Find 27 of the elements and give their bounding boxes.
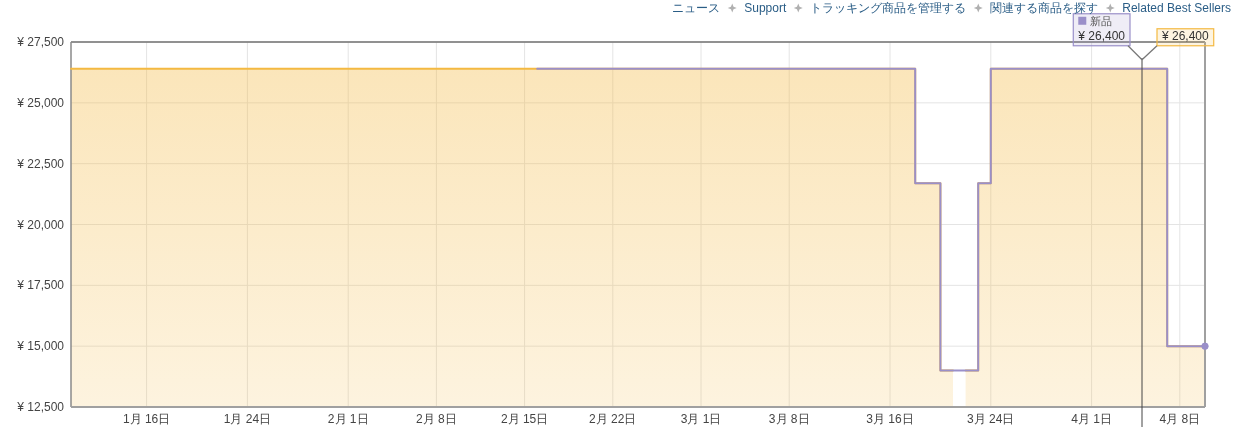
nav-link: 関連する商品を探す: [990, 1, 1099, 15]
x-tick-label: 2月 22日: [589, 412, 637, 426]
y-tick-label: ¥ 20,000: [17, 217, 64, 232]
x-tick-label: 3月 24日: [967, 412, 1015, 426]
y-tick-label: ¥ 25,000: [17, 95, 64, 110]
x-tick-label: 1月 16日: [122, 412, 171, 426]
y-tick-label: ¥ 27,500: [17, 35, 64, 49]
y-tick-label: ¥ 22,500: [17, 156, 64, 171]
x-tick-label: 4月 8日: [1159, 412, 1201, 426]
tooltip-series-name: 新品: [1090, 14, 1113, 27]
x-tick-label: 4月 1日: [1071, 412, 1112, 426]
y-tick-label: ¥ 12,500: [17, 400, 64, 414]
x-tick-label: 2月 15日: [500, 412, 549, 426]
x-tick-label: 3月 8日: [768, 412, 810, 426]
x-tick-label: 1月 24日: [223, 412, 272, 426]
nav-link: Related Best Sellers: [1122, 1, 1231, 15]
x-tick-label: 2月 1日: [327, 412, 369, 426]
nav-link: Support: [744, 1, 787, 15]
x-tick-label: 3月 16日: [866, 412, 914, 426]
tooltip-value: ¥ 26,400: [1162, 28, 1209, 43]
nav-link: ニュース: [672, 1, 721, 15]
nav-link: トラッキング商品を管理する: [810, 1, 967, 15]
tooltip-value: ¥ 26,400: [1078, 28, 1125, 43]
y-tick-label: ¥ 17,500: [17, 278, 64, 293]
x-tick-label: 2月 8日: [416, 412, 457, 426]
y-tick-label: ¥ 15,000: [17, 339, 64, 354]
x-tick-label: 3月 1日: [680, 412, 722, 426]
